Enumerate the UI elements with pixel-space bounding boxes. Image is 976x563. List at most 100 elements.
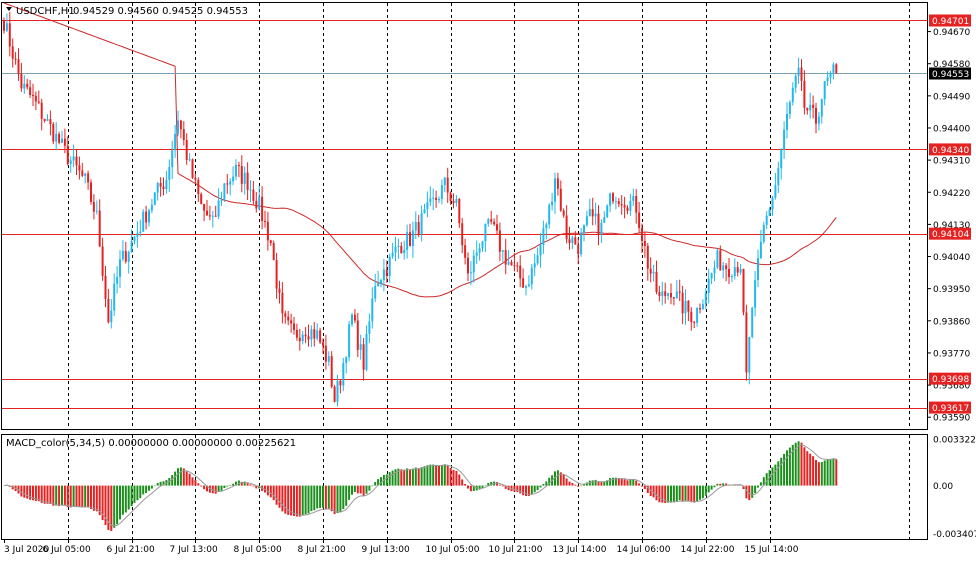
candle-body [426, 202, 429, 210]
macd-pane[interactable] [1, 434, 928, 540]
candle-body [95, 210, 98, 212]
macd-bar [438, 465, 440, 486]
candle-body [614, 201, 617, 203]
macd-bar [501, 485, 504, 487]
macd-bar [220, 485, 223, 491]
macd-bar [353, 485, 356, 493]
macd-bar [217, 485, 220, 493]
candle-body [475, 252, 478, 256]
time-label: 14 Jul 22:00 [681, 545, 735, 555]
candle-body [75, 156, 78, 166]
macd-bar [52, 485, 55, 506]
candle-body [507, 261, 510, 265]
time-label: 9 Jul 13:00 [362, 545, 411, 555]
candle-body [797, 67, 800, 76]
macd-bar [632, 479, 635, 486]
time-label: 10 Jul 21:00 [489, 545, 543, 555]
candle-body [600, 222, 603, 235]
macd-bar [704, 485, 707, 496]
macd-bar [371, 485, 374, 487]
candle-body [748, 337, 751, 373]
macd-bar [643, 485, 646, 490]
symbol-label: USDCHF,H1 [16, 6, 75, 17]
moving-average-line [3, 2, 837, 298]
macd-bar [348, 485, 351, 500]
candle-body [145, 211, 148, 223]
macd-bar [63, 485, 66, 506]
candle-body [278, 288, 281, 293]
macd-bar [722, 483, 725, 486]
macd-bar [803, 447, 806, 486]
candle-body [310, 329, 313, 340]
candle-body [266, 221, 269, 241]
macd-bar [101, 485, 104, 521]
macd-bar [333, 485, 336, 515]
candle-body [342, 362, 345, 386]
candle-body [293, 323, 295, 330]
macd-bar [771, 467, 774, 486]
candle-body [98, 210, 101, 247]
macd-bar [600, 482, 603, 486]
candle-body [504, 250, 507, 265]
macd-bar [298, 485, 301, 517]
price-tick-label: 0.94040 [933, 253, 970, 263]
ohlc-label: 0.94529 0.94560 0.94525 0.94553 [73, 6, 248, 17]
macd-bar [759, 482, 762, 486]
macd-tick-label: -0.0034078 [933, 530, 976, 540]
macd-bar [223, 485, 226, 489]
candle-body [153, 192, 156, 205]
macd-bar [243, 481, 246, 486]
macd-bar [829, 459, 832, 486]
macd-bar [664, 485, 667, 504]
macd-bar [667, 485, 670, 503]
time-label: 8 Jul 21:00 [298, 545, 347, 555]
macd-bar [548, 477, 551, 486]
macd-bar [150, 485, 153, 489]
candle-body [235, 165, 237, 177]
candle-body [136, 233, 139, 237]
macd-bar [255, 485, 258, 489]
dropdown-triangle-icon[interactable] [6, 7, 12, 11]
macd-bar [98, 485, 101, 516]
candle-body [316, 330, 319, 339]
macd-bar [504, 485, 507, 489]
candle-body [206, 210, 208, 216]
macd-bar [194, 479, 197, 486]
candle-body [217, 200, 220, 217]
candle-body [356, 320, 359, 350]
candle-body [435, 197, 438, 201]
macd-bar [322, 485, 324, 508]
macd-bar [672, 485, 675, 503]
candle-body [417, 222, 420, 235]
candle-body [588, 209, 591, 217]
candle-body [142, 211, 145, 232]
macd-bar [313, 485, 316, 511]
candle-body [498, 230, 501, 252]
macd-bar [545, 481, 548, 486]
candle-body [162, 186, 165, 190]
macd-bar [304, 485, 307, 515]
macd-bar [513, 485, 516, 492]
candle-body [736, 267, 739, 273]
candle-body [730, 276, 733, 278]
macd-bar [37, 485, 40, 502]
candle-body [527, 284, 530, 287]
macd-bar [40, 485, 43, 503]
macd-bar [330, 485, 333, 512]
macd-bar [327, 485, 330, 509]
macd-bar [626, 480, 629, 486]
macd-bar [171, 475, 174, 486]
macd-bar [206, 485, 208, 492]
macd-bar [481, 485, 484, 489]
macd-bar [278, 485, 281, 508]
macd-bar [690, 485, 693, 503]
price-tick-label: 0.93770 [933, 349, 970, 359]
candle-body [757, 258, 759, 280]
candle-body [5, 23, 8, 31]
macd-bar [612, 477, 614, 486]
price-pane[interactable] [1, 2, 928, 430]
macd-bar [394, 469, 397, 486]
